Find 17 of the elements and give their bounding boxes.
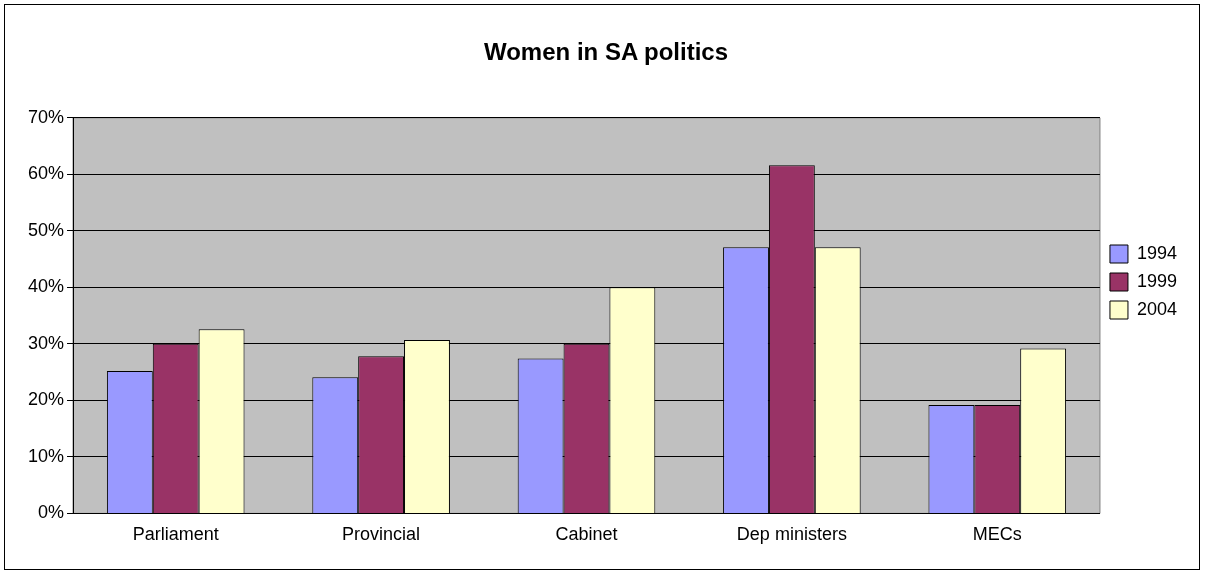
- y-tick-label: 70%: [28, 106, 65, 127]
- y-tick-label: 0%: [38, 502, 65, 523]
- x-tick-label: Parliament: [132, 524, 219, 545]
- x-tick-label: MECs: [972, 524, 1022, 545]
- y-tick-label: 60%: [28, 163, 65, 184]
- y-tick-label: 10%: [28, 445, 65, 466]
- y-tick-label: 40%: [28, 276, 65, 297]
- legend-label: 2004: [1136, 298, 1177, 319]
- y-tick-label: 20%: [28, 389, 65, 410]
- x-tick-label: Cabinet: [555, 524, 618, 545]
- legend-label: 1999: [1136, 270, 1177, 291]
- x-tick-label: Dep ministers: [736, 524, 847, 545]
- legend-label: 1994: [1136, 242, 1177, 263]
- y-tick-label: 50%: [28, 219, 65, 240]
- chart-title: Women in SA politics: [483, 38, 729, 66]
- x-tick-label: Provincial: [342, 524, 421, 545]
- y-tick-label: 30%: [28, 332, 65, 353]
